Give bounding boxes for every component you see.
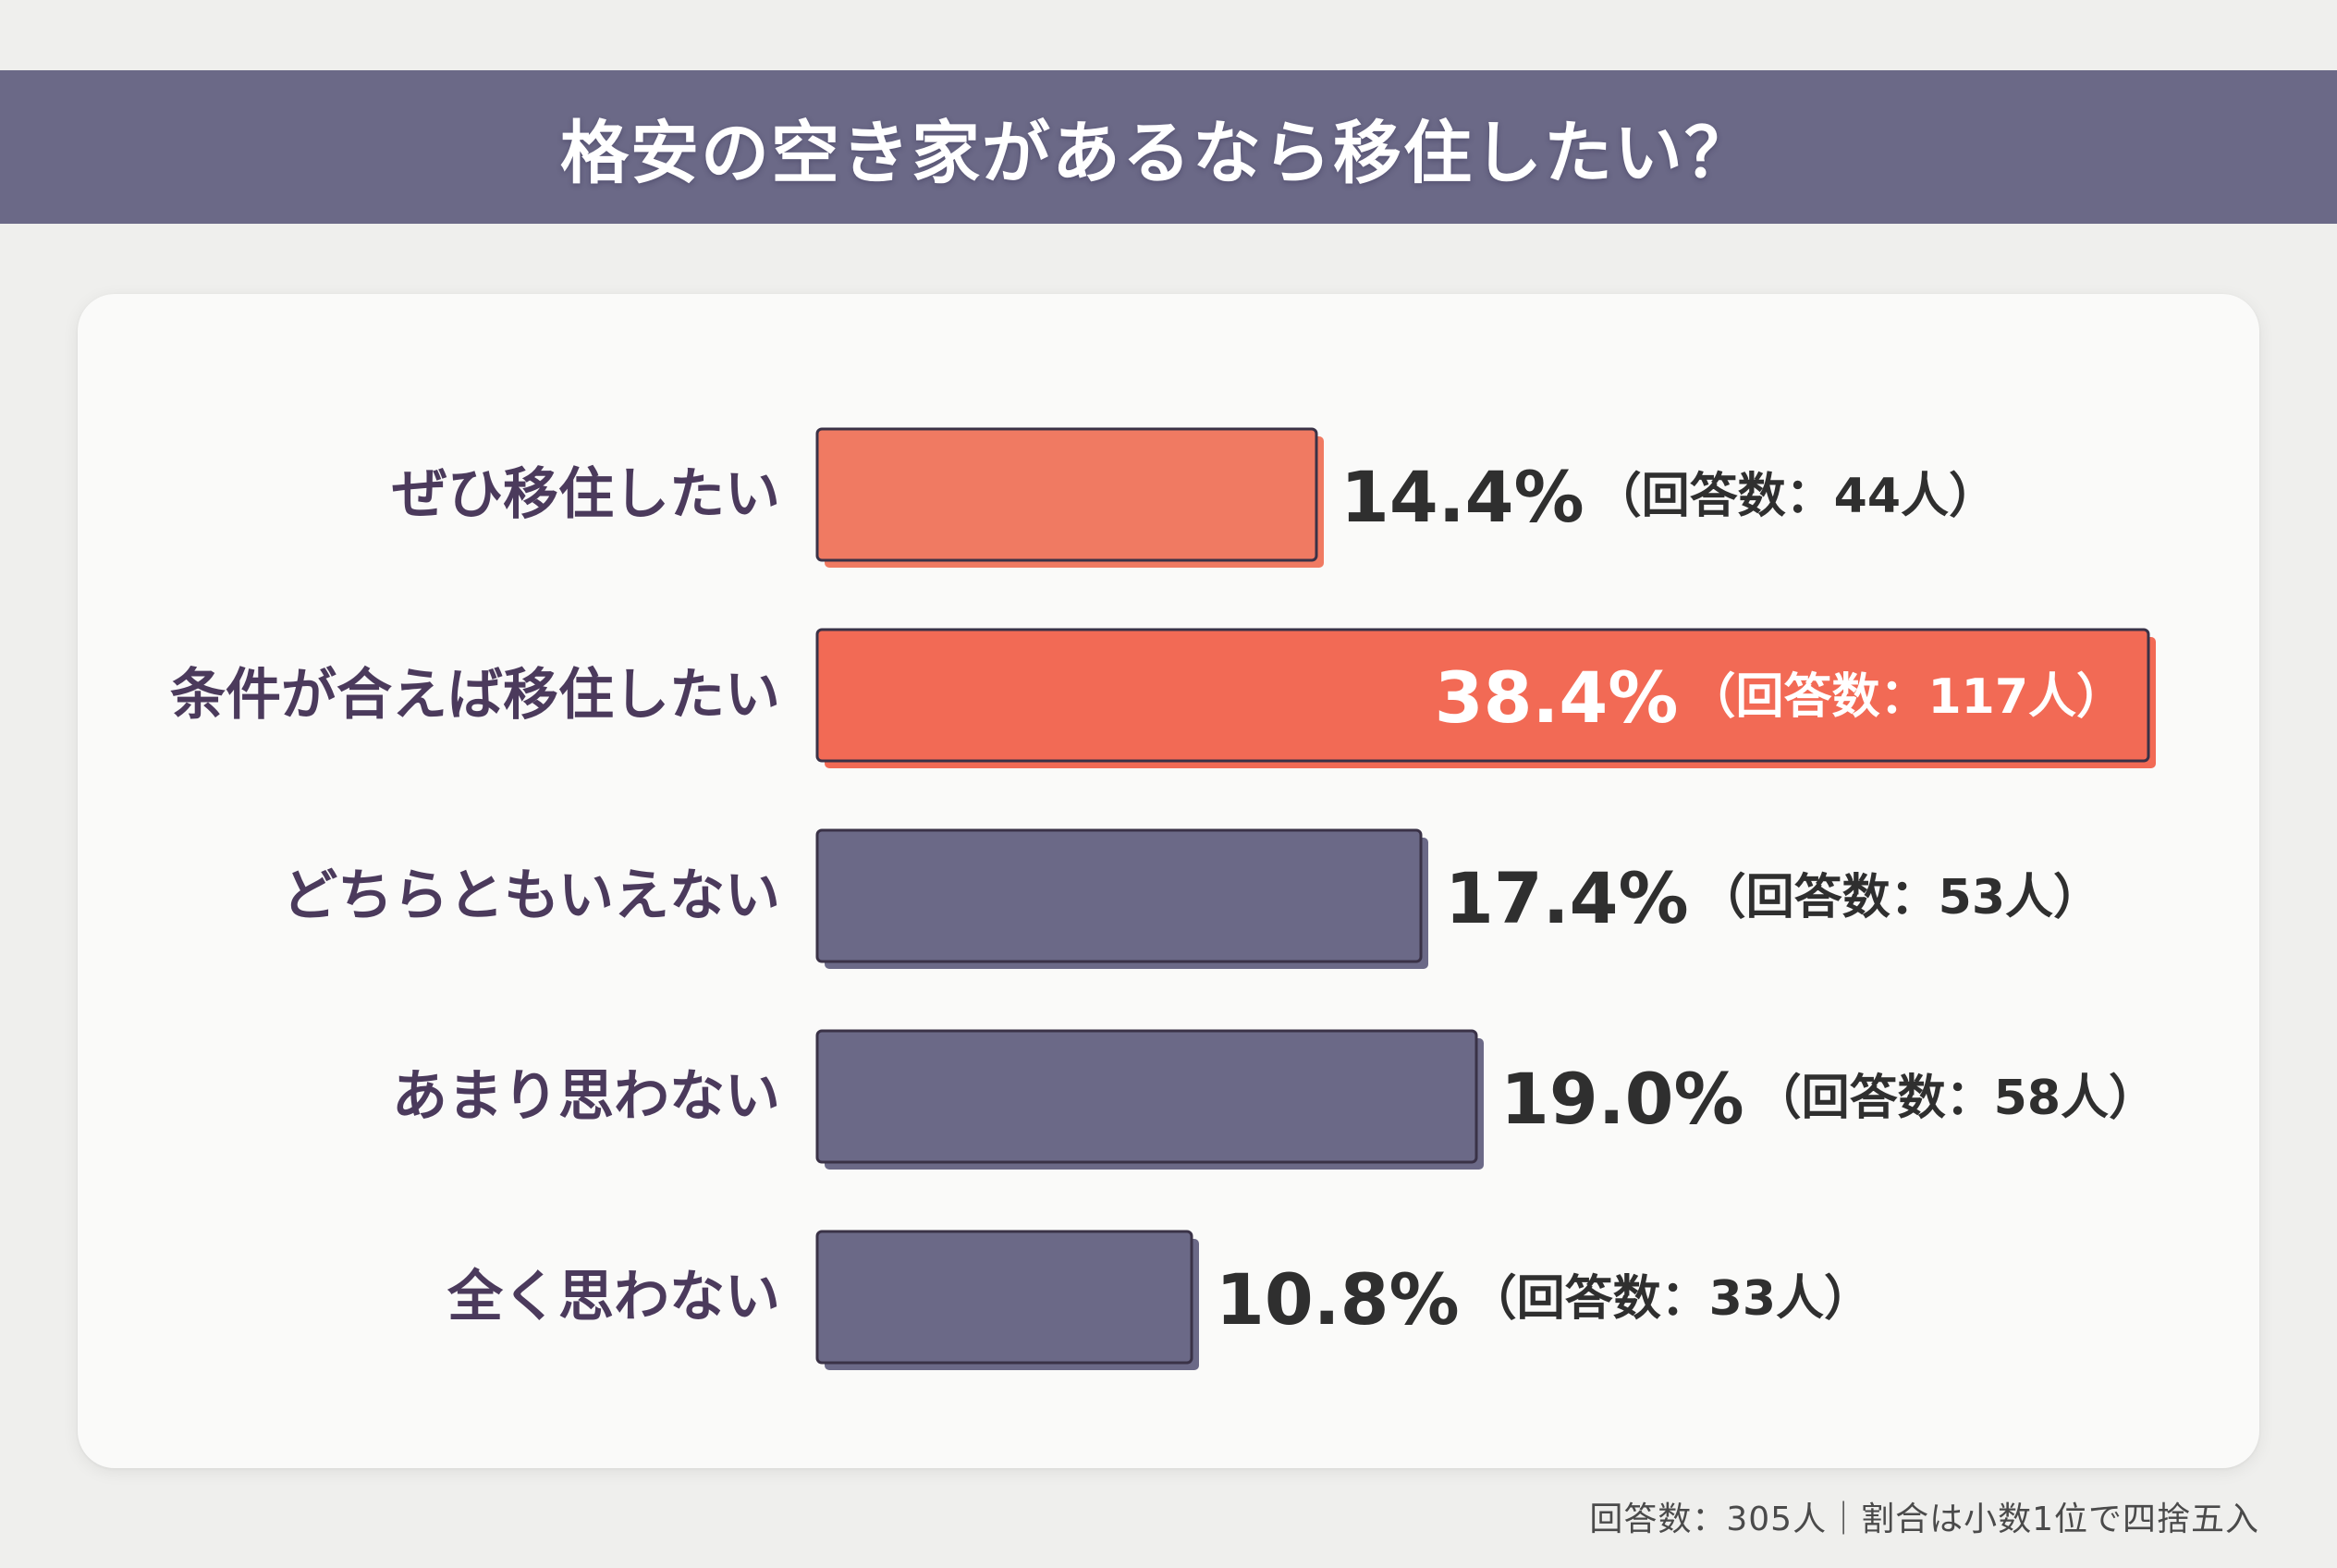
value-count: （回答数：53人） [1698, 870, 2101, 925]
value-percent: 17.4% [1445, 857, 1689, 939]
value-percent: 14.4% [1340, 456, 1585, 538]
value-label: 17.4% （回答数：53人） [1445, 857, 2101, 939]
category-label: あまり思わない [392, 1064, 780, 1129]
bar [815, 828, 1423, 963]
value-count: （回答数：44人） [1594, 469, 1997, 524]
value-percent: 38.4% [1435, 656, 1679, 739]
value-label: 19.0% （回答数：58人） [1500, 1058, 2157, 1140]
value-percent: 19.0% [1500, 1058, 1744, 1140]
bar [815, 427, 1318, 562]
bar [815, 628, 2150, 763]
bar-chart: ぜひ移住したい 14.4% （回答数：44人）条件が合えば移住したい 38.4% （回答… [170, 427, 2157, 1370]
category-label: ぜひ移住したい [392, 462, 780, 527]
chart-title: 格安の空き家があるなら移住したい？ [560, 113, 1755, 193]
value-percent: 10.8% [1216, 1258, 1460, 1341]
bar [815, 1230, 1193, 1365]
category-label: 条件が合えば移住したい [170, 663, 780, 728]
category-label: どちらともいえない [282, 864, 780, 928]
value-count: （回答数：58人） [1754, 1071, 2157, 1126]
footnote: 回答数：305人｜割合は小数1位で四捨五入 [1589, 1501, 2259, 1538]
bar [815, 1029, 1478, 1164]
chart-card: ぜひ移住したい 14.4% （回答数：44人） 条件が合えば移住したい 38.4% （回答… [78, 294, 2259, 1468]
value-count: （回答数：33人） [1469, 1271, 1872, 1327]
value-label: 10.8% （回答数：33人） [1216, 1258, 1872, 1341]
value-count: （回答数：117人） [1687, 669, 2124, 725]
category-label: 全く思わない [447, 1265, 780, 1329]
value-label: 14.4% （回答数：44人） [1340, 456, 1997, 538]
title-band: 格安の空き家があるなら移住したい？ [0, 70, 2337, 224]
value-label: 38.4% （回答数：117人） [1435, 656, 2124, 739]
